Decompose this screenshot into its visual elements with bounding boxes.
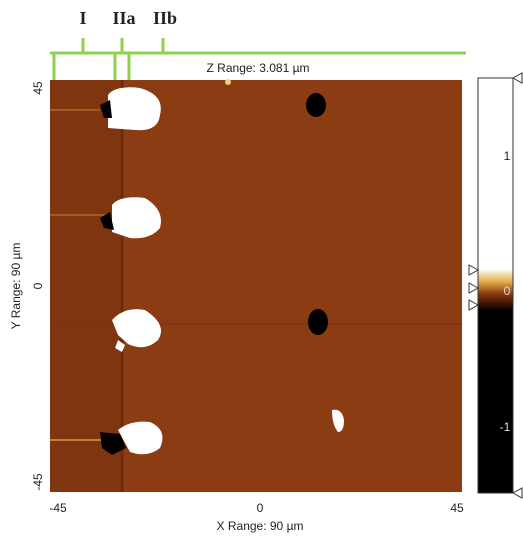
afm-figure: I IIa IIb Z Range: 3.081 µm 45 0 -45 Y R… [0,0,523,535]
afm-image [50,79,462,492]
x-tick-label: 45 [450,501,464,515]
region-label: I [79,8,86,28]
y-tick-label: -45 [31,473,45,491]
y-tick-label: 0 [31,282,45,289]
region-label: IIb [153,8,177,28]
region-brackets [50,38,466,82]
z-range: Z Range: 3.081 µm [207,61,310,75]
x-tick-label: -45 [49,501,67,515]
x-axis-title: X Range: 90 µm [217,519,304,533]
y-axis-title: Y Range: 90 µm [9,243,23,330]
region-label: IIa [112,8,135,28]
y-tick-label: 45 [31,81,45,95]
x-tick-label: 0 [257,501,264,515]
colorbar-tick-label: 1 [504,149,511,163]
colorbar-tick-label: -1 [500,420,511,434]
colorbar-tick-label: 0 [504,284,511,298]
